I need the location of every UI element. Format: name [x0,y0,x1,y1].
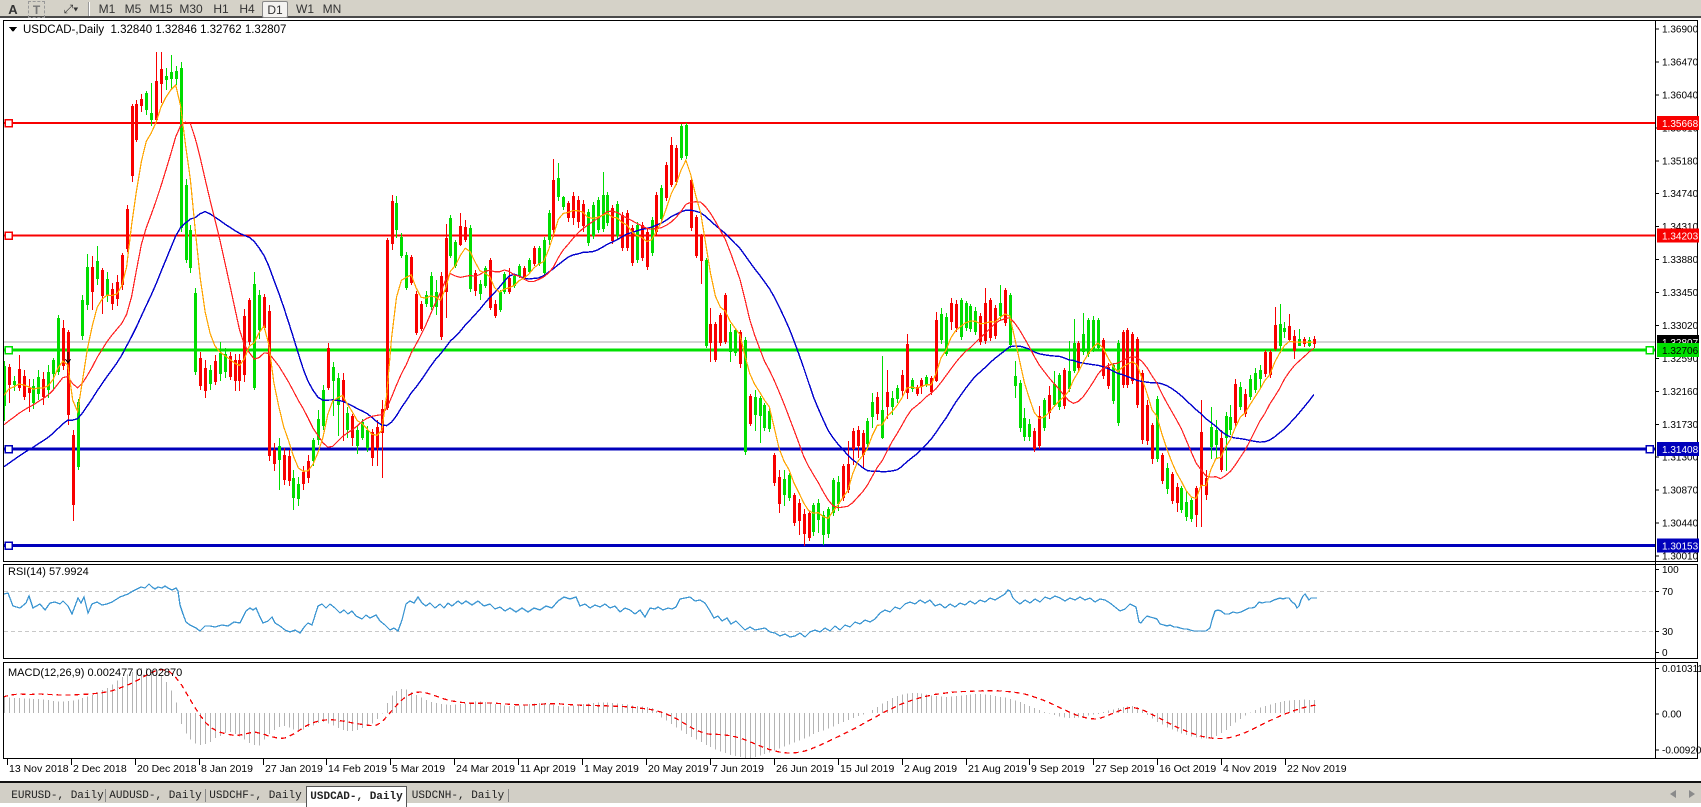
svg-text:1.32590: 1.32590 [1662,354,1699,365]
svg-text:1.36470: 1.36470 [1662,57,1699,68]
svg-text:20 Dec 2018: 20 Dec 2018 [137,763,197,775]
svg-text:1.30870: 1.30870 [1662,486,1699,497]
svg-text:21 Aug 2019: 21 Aug 2019 [968,763,1027,775]
svg-text:27 Jan 2019: 27 Jan 2019 [265,763,323,775]
svg-text:1.36900: 1.36900 [1662,25,1699,36]
svg-text:1.30440: 1.30440 [1662,519,1699,530]
svg-text:5 Mar 2019: 5 Mar 2019 [392,763,445,775]
svg-text:9 Sep 2019: 9 Sep 2019 [1031,763,1085,775]
svg-text:1.31408: 1.31408 [1662,445,1699,456]
svg-text:4 Nov 2019: 4 Nov 2019 [1223,763,1277,775]
svg-text:1.35180: 1.35180 [1662,156,1699,167]
svg-text:7 Jun 2019: 7 Jun 2019 [712,763,764,775]
svg-text:0.00: 0.00 [1662,710,1682,721]
svg-text:1 May 2019: 1 May 2019 [584,763,639,775]
svg-text:70: 70 [1662,587,1674,598]
svg-text:24 Mar 2019: 24 Mar 2019 [456,763,515,775]
svg-text:14 Feb 2019: 14 Feb 2019 [328,763,387,775]
svg-text:0: 0 [1662,648,1668,659]
svg-text:30: 30 [1662,627,1674,638]
svg-text:26 Jun 2019: 26 Jun 2019 [776,763,834,775]
svg-text:0.010311: 0.010311 [1662,664,1701,675]
svg-text:22 Nov 2019: 22 Nov 2019 [1287,763,1347,775]
svg-text:1.30153: 1.30153 [1662,542,1699,553]
svg-text:11 Apr 2019: 11 Apr 2019 [520,763,576,775]
svg-text:RSI(14) 57.9924: RSI(14) 57.9924 [8,566,89,578]
svg-text:1.32160: 1.32160 [1662,387,1699,398]
svg-text:1.33880: 1.33880 [1662,255,1699,266]
svg-text:20 May 2019: 20 May 2019 [648,763,709,775]
svg-text:1.33020: 1.33020 [1662,321,1699,332]
svg-text:16 Oct 2019: 16 Oct 2019 [1159,763,1216,775]
svg-text:2 Dec 2018: 2 Dec 2018 [73,763,127,775]
svg-text:1.30010: 1.30010 [1662,552,1699,563]
svg-text:1.36040: 1.36040 [1662,90,1699,101]
svg-text:27 Sep 2019: 27 Sep 2019 [1095,763,1155,775]
svg-text:MACD(12,26,9) 0.002477 0.00287: MACD(12,26,9) 0.002477 0.002870 [8,667,182,679]
svg-text:-0.009203: -0.009203 [1662,746,1701,757]
svg-text:100: 100 [1662,565,1679,576]
svg-text:1.35668: 1.35668 [1662,119,1699,130]
svg-text:15 Jul 2019: 15 Jul 2019 [840,763,894,775]
svg-text:1.34740: 1.34740 [1662,189,1699,200]
svg-text:13 Nov 2018: 13 Nov 2018 [9,763,69,775]
svg-text:1.34203: 1.34203 [1662,232,1699,243]
svg-text:1.31300: 1.31300 [1662,453,1699,464]
svg-text:8 Jan 2019: 8 Jan 2019 [201,763,253,775]
svg-text:1.34310: 1.34310 [1662,222,1699,233]
svg-text:1.33450: 1.33450 [1662,288,1699,299]
svg-text:USDCAD-,Daily 1.32840 1.32846: USDCAD-,Daily 1.32840 1.32846 1.32762 1.… [23,24,286,36]
svg-text:2 Aug 2019: 2 Aug 2019 [904,763,957,775]
svg-text:1.32706: 1.32706 [1662,346,1699,357]
svg-text:1.31730: 1.31730 [1662,420,1699,431]
